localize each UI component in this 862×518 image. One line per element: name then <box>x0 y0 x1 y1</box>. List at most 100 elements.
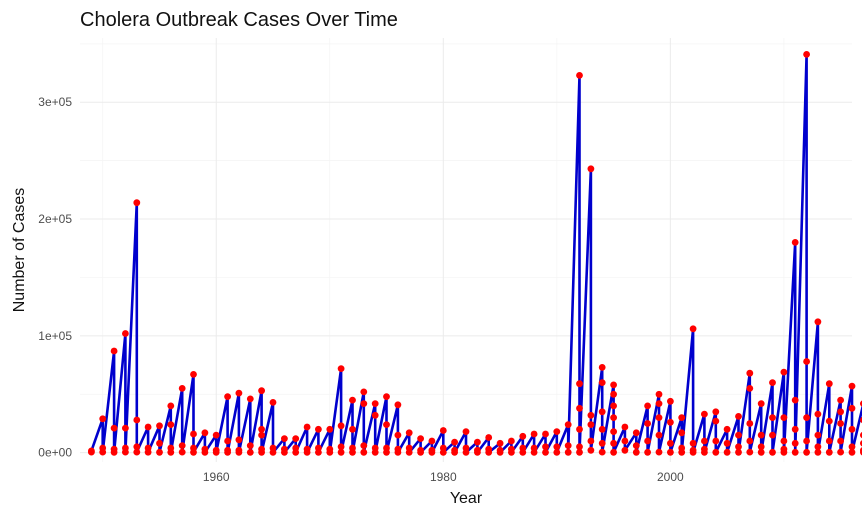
data-point <box>246 395 254 403</box>
x-tick-label: 1980 <box>430 470 457 484</box>
data-point <box>791 425 799 433</box>
data-point <box>791 396 799 404</box>
data-point <box>757 448 765 456</box>
data-point <box>644 402 651 410</box>
data-point <box>178 448 186 456</box>
data-point <box>576 72 583 79</box>
data-point <box>235 436 243 444</box>
data-point <box>746 437 754 445</box>
data-point <box>451 438 458 446</box>
data-point <box>598 425 606 433</box>
data-point <box>848 404 856 412</box>
data-point <box>780 448 788 456</box>
data-point <box>99 448 107 456</box>
data-point <box>258 425 265 433</box>
data-point <box>190 371 197 378</box>
data-point <box>508 449 515 456</box>
data-point <box>451 449 458 456</box>
data-point <box>780 368 788 376</box>
y-tick-label: 2e+05 <box>38 212 72 226</box>
data-point <box>360 448 368 456</box>
data-point <box>485 449 493 456</box>
data-point <box>576 425 583 433</box>
data-point <box>167 421 175 428</box>
data-point <box>542 443 549 451</box>
data-point <box>439 427 447 434</box>
data-point <box>383 448 390 456</box>
data-point <box>439 449 447 456</box>
data-point <box>462 428 470 435</box>
data-point <box>587 165 595 173</box>
data-point <box>133 199 141 207</box>
data-point <box>474 438 481 446</box>
data-point <box>644 420 651 427</box>
data-point <box>110 347 118 355</box>
data-point <box>178 385 186 392</box>
data-point <box>598 364 606 371</box>
data-point <box>349 425 356 433</box>
data-point <box>576 404 583 412</box>
data-point <box>246 442 254 449</box>
y-tick-label: 1e+05 <box>38 329 72 343</box>
data-point <box>337 443 345 451</box>
data-point <box>167 402 175 410</box>
data-point <box>598 379 606 386</box>
data-point <box>780 437 788 445</box>
data-point <box>360 400 368 407</box>
data-point <box>632 429 640 437</box>
data-point <box>542 430 549 438</box>
data-point <box>315 449 322 456</box>
data-point <box>610 448 617 456</box>
data-point <box>235 449 243 456</box>
data-point <box>769 448 776 456</box>
data-point <box>485 434 493 441</box>
series-line <box>90 53 862 454</box>
data-point <box>701 449 708 456</box>
data-point <box>746 385 754 392</box>
data-point <box>371 400 379 407</box>
data-point <box>405 429 413 437</box>
data-point <box>110 424 118 432</box>
data-point <box>689 439 697 447</box>
data-point <box>224 437 232 445</box>
data-point <box>587 411 595 419</box>
data-point <box>326 449 334 456</box>
data-point <box>156 448 163 456</box>
data-point <box>769 431 776 439</box>
data-point <box>757 400 765 407</box>
data-point <box>474 449 481 456</box>
data-point <box>122 424 129 432</box>
data-point <box>224 393 232 400</box>
data-point <box>848 382 856 390</box>
data-point <box>281 435 288 442</box>
data-point <box>167 448 175 456</box>
data-point <box>769 379 776 386</box>
data-point <box>735 431 742 439</box>
data-point <box>428 437 436 445</box>
data-point <box>712 408 720 416</box>
data-point <box>610 428 617 435</box>
data-point <box>190 448 197 456</box>
data-point <box>530 430 538 438</box>
data-point <box>757 443 765 451</box>
data-point <box>258 387 265 395</box>
data-point <box>269 399 277 406</box>
data-point <box>655 431 663 439</box>
data-point <box>576 448 583 456</box>
data-point <box>553 428 561 435</box>
data-point <box>258 431 265 439</box>
data-point <box>723 448 731 456</box>
data-point <box>837 408 844 416</box>
data-point <box>258 448 265 456</box>
data-point <box>224 449 232 456</box>
data-point <box>644 448 651 456</box>
data-point <box>144 448 152 456</box>
data-point <box>360 442 368 449</box>
data-point <box>712 448 720 456</box>
data-point <box>519 432 527 440</box>
data-point <box>383 421 390 428</box>
data-point <box>553 443 561 451</box>
data-point <box>417 435 424 442</box>
x-tick-label: 1960 <box>203 470 230 484</box>
data-point <box>678 414 686 421</box>
